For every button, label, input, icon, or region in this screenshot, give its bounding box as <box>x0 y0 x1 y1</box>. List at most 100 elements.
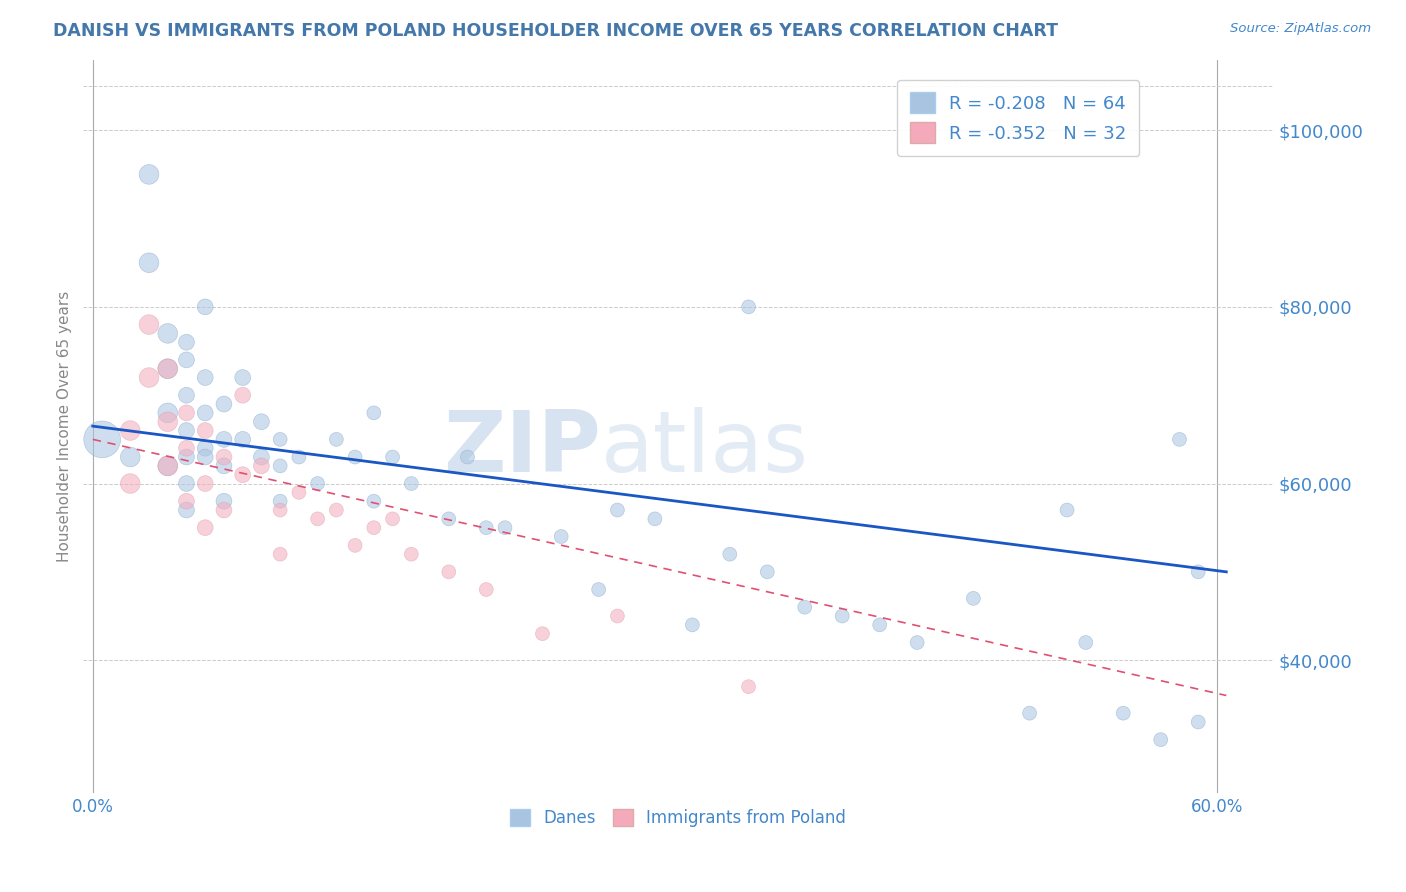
Point <box>176 476 198 491</box>
Point <box>531 626 554 640</box>
Point <box>120 424 142 438</box>
Point <box>269 547 291 561</box>
Point <box>437 565 460 579</box>
Point <box>212 397 235 411</box>
Point <box>156 361 179 376</box>
Point <box>176 406 198 420</box>
Point <box>269 494 291 508</box>
Point <box>644 512 666 526</box>
Point <box>176 450 198 464</box>
Point <box>307 512 329 526</box>
Text: Source: ZipAtlas.com: Source: ZipAtlas.com <box>1230 22 1371 36</box>
Text: atlas: atlas <box>600 407 808 490</box>
Point <box>381 450 404 464</box>
Point <box>156 326 179 341</box>
Point <box>288 485 311 500</box>
Point <box>232 388 254 402</box>
Point <box>737 300 759 314</box>
Point <box>475 582 498 597</box>
Point <box>212 450 235 464</box>
Point <box>475 521 498 535</box>
Point <box>194 441 217 455</box>
Point <box>681 618 703 632</box>
Point <box>176 335 198 350</box>
Point <box>737 680 759 694</box>
Point <box>307 476 329 491</box>
Point <box>212 503 235 517</box>
Point <box>138 256 160 270</box>
Point <box>194 521 217 535</box>
Point <box>381 512 404 526</box>
Point <box>550 529 572 543</box>
Point <box>269 503 291 517</box>
Point <box>194 476 217 491</box>
Point <box>250 415 273 429</box>
Point <box>588 582 610 597</box>
Point <box>176 424 198 438</box>
Point <box>156 361 179 376</box>
Point <box>437 512 460 526</box>
Point <box>176 503 198 517</box>
Point <box>120 450 142 464</box>
Point <box>194 406 217 420</box>
Point <box>156 415 179 429</box>
Point <box>1056 503 1078 517</box>
Point <box>962 591 984 606</box>
Point <box>212 458 235 473</box>
Point <box>1074 635 1097 649</box>
Point <box>494 521 516 535</box>
Text: DANISH VS IMMIGRANTS FROM POLAND HOUSEHOLDER INCOME OVER 65 YEARS CORRELATION CH: DANISH VS IMMIGRANTS FROM POLAND HOUSEHO… <box>53 22 1059 40</box>
Point <box>194 300 217 314</box>
Point <box>363 521 385 535</box>
Point <box>363 494 385 508</box>
Point <box>138 318 160 332</box>
Point <box>250 450 273 464</box>
Point <box>869 618 891 632</box>
Point <box>1150 732 1173 747</box>
Point <box>176 494 198 508</box>
Point <box>344 450 367 464</box>
Text: ZIP: ZIP <box>443 407 600 490</box>
Point <box>212 494 235 508</box>
Point <box>457 450 479 464</box>
Point <box>344 538 367 552</box>
Point <box>138 370 160 384</box>
Point <box>176 388 198 402</box>
Point <box>232 370 254 384</box>
Point <box>606 503 628 517</box>
Point <box>363 406 385 420</box>
Point <box>325 433 347 447</box>
Point <box>401 476 423 491</box>
Point <box>1112 706 1135 721</box>
Point <box>120 476 142 491</box>
Point <box>269 433 291 447</box>
Point <box>606 609 628 624</box>
Point <box>756 565 779 579</box>
Point <box>91 433 114 447</box>
Point <box>194 450 217 464</box>
Point <box>905 635 928 649</box>
Y-axis label: Householder Income Over 65 years: Householder Income Over 65 years <box>58 291 72 562</box>
Point <box>232 467 254 482</box>
Point <box>176 352 198 367</box>
Point <box>1187 565 1209 579</box>
Point <box>156 458 179 473</box>
Point <box>718 547 741 561</box>
Point <box>831 609 853 624</box>
Point <box>1018 706 1040 721</box>
Point <box>325 503 347 517</box>
Point <box>138 168 160 182</box>
Point <box>232 433 254 447</box>
Point <box>176 441 198 455</box>
Point <box>1168 433 1191 447</box>
Point <box>401 547 423 561</box>
Point <box>212 433 235 447</box>
Legend: Danes, Immigrants from Poland: Danes, Immigrants from Poland <box>502 801 855 836</box>
Point <box>156 458 179 473</box>
Point <box>1187 714 1209 729</box>
Point <box>156 406 179 420</box>
Point <box>269 458 291 473</box>
Point <box>194 370 217 384</box>
Point <box>194 424 217 438</box>
Point <box>793 600 815 615</box>
